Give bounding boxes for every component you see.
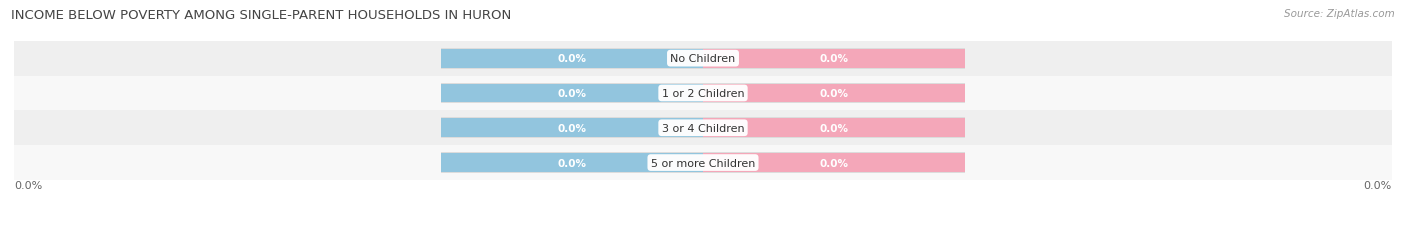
Bar [441, 83, 703, 104]
Text: 0.0%: 0.0% [14, 180, 42, 190]
Bar [703, 152, 965, 173]
Text: 0.0%: 0.0% [558, 88, 586, 99]
Bar [703, 50, 965, 68]
Bar [703, 119, 965, 138]
Bar [441, 152, 703, 173]
Text: 0.0%: 0.0% [820, 158, 848, 168]
Bar [703, 153, 965, 172]
Text: 3 or 4 Children: 3 or 4 Children [662, 123, 744, 133]
Bar [441, 118, 703, 139]
Text: 0.0%: 0.0% [820, 88, 848, 99]
Bar [703, 83, 965, 104]
Bar [14, 76, 1392, 111]
Bar [703, 118, 965, 139]
Bar [441, 153, 703, 172]
Text: INCOME BELOW POVERTY AMONG SINGLE-PARENT HOUSEHOLDS IN HURON: INCOME BELOW POVERTY AMONG SINGLE-PARENT… [11, 9, 512, 22]
Text: Source: ZipAtlas.com: Source: ZipAtlas.com [1284, 9, 1395, 19]
Text: 5 or more Children: 5 or more Children [651, 158, 755, 168]
Bar [441, 119, 703, 138]
Text: 0.0%: 0.0% [820, 123, 848, 133]
Bar [14, 146, 1392, 180]
Text: 1 or 2 Children: 1 or 2 Children [662, 88, 744, 99]
Text: 0.0%: 0.0% [820, 54, 848, 64]
Bar [441, 49, 703, 69]
Bar [703, 49, 965, 69]
Text: 0.0%: 0.0% [1364, 180, 1392, 190]
Text: 0.0%: 0.0% [558, 158, 586, 168]
Bar [441, 84, 703, 103]
Bar [14, 42, 1392, 76]
Text: 0.0%: 0.0% [558, 123, 586, 133]
Text: 0.0%: 0.0% [558, 54, 586, 64]
Bar [703, 84, 965, 103]
Bar [14, 111, 1392, 146]
Text: No Children: No Children [671, 54, 735, 64]
Bar [441, 50, 703, 68]
